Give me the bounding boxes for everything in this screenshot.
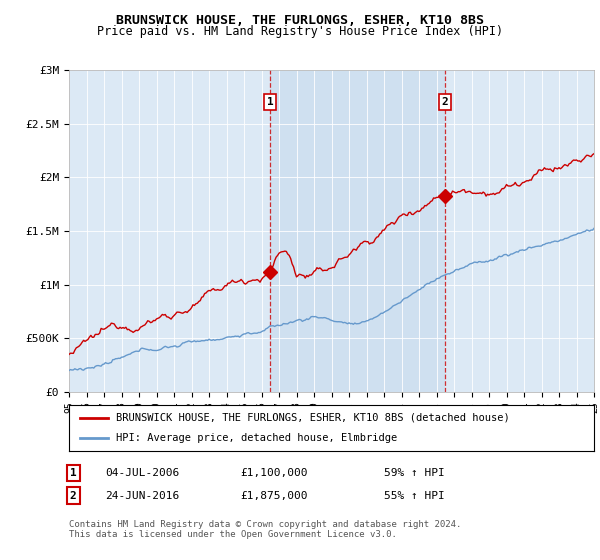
Text: 55% ↑ HPI: 55% ↑ HPI — [384, 491, 445, 501]
Text: Contains HM Land Registry data © Crown copyright and database right 2024.
This d: Contains HM Land Registry data © Crown c… — [69, 520, 461, 539]
Text: 2: 2 — [70, 491, 77, 501]
Text: HPI: Average price, detached house, Elmbridge: HPI: Average price, detached house, Elmb… — [116, 433, 398, 443]
Text: 1: 1 — [267, 97, 274, 107]
Text: 59% ↑ HPI: 59% ↑ HPI — [384, 468, 445, 478]
Text: 2: 2 — [442, 97, 449, 107]
Text: 1: 1 — [70, 468, 77, 478]
Text: BRUNSWICK HOUSE, THE FURLONGS, ESHER, KT10 8BS: BRUNSWICK HOUSE, THE FURLONGS, ESHER, KT… — [116, 14, 484, 27]
Text: £1,875,000: £1,875,000 — [240, 491, 308, 501]
Text: 04-JUL-2006: 04-JUL-2006 — [105, 468, 179, 478]
Text: £1,100,000: £1,100,000 — [240, 468, 308, 478]
Text: Price paid vs. HM Land Registry's House Price Index (HPI): Price paid vs. HM Land Registry's House … — [97, 25, 503, 38]
Bar — [270, 70, 445, 392]
Text: BRUNSWICK HOUSE, THE FURLONGS, ESHER, KT10 8BS (detached house): BRUNSWICK HOUSE, THE FURLONGS, ESHER, KT… — [116, 413, 510, 423]
Text: 24-JUN-2016: 24-JUN-2016 — [105, 491, 179, 501]
